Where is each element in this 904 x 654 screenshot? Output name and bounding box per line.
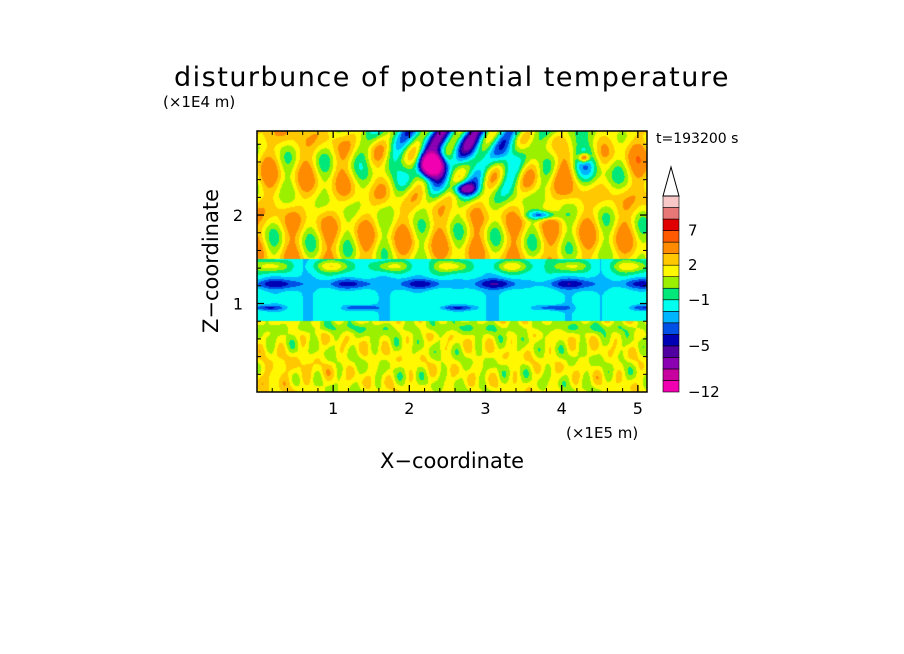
colorbar-swatch	[662, 380, 680, 393]
x-tick-label: 3	[480, 399, 490, 418]
colorbar-swatch	[662, 287, 680, 301]
colorbar-swatch	[662, 368, 680, 381]
x-axis-label: X−coordinate	[380, 449, 524, 473]
colorbar: 7 2 −1 −5 −12	[662, 165, 720, 401]
time-label: t=193200 s	[656, 131, 738, 147]
colorbar-label: −5	[688, 337, 710, 355]
x-axis: 1 2 3 4 5	[271, 131, 643, 418]
contour-field	[257, 131, 647, 392]
y-tick-label: 2	[233, 206, 243, 225]
colorbar-swatch	[662, 207, 680, 220]
plot-frame	[256, 130, 648, 393]
y-axis-unit: (×1E4 m)	[163, 93, 235, 111]
x-axis-unit: (×1E5 m)	[566, 424, 638, 442]
colorbar-label: −12	[688, 383, 720, 401]
x-tick-label: 2	[404, 399, 414, 418]
y-axis-label: Z−coordinate	[199, 189, 223, 333]
colorbar-swatch	[662, 299, 680, 312]
colorbar-swatch	[662, 195, 680, 208]
chart-title: disturbunce of potential temperature	[174, 62, 730, 93]
colorbar-label: −1	[688, 291, 710, 309]
colorbar-swatch	[662, 345, 680, 358]
colorbar-label: 7	[688, 222, 698, 240]
colorbar-extend-arrow	[662, 165, 680, 197]
colorbar-label: 2	[688, 256, 698, 274]
colorbar-swatch	[662, 322, 680, 335]
colorbar-swatch	[662, 264, 680, 278]
x-tick-label: 5	[633, 399, 643, 418]
y-axis: 12	[233, 143, 647, 375]
colorbar-swatch	[662, 253, 680, 266]
colorbar-swatch	[662, 276, 680, 289]
x-tick-label: 4	[557, 399, 567, 418]
colorbar-swatch	[662, 218, 680, 231]
colorbar-swatch	[662, 241, 680, 254]
colorbar-swatch	[662, 230, 680, 243]
colorbar-swatch	[662, 334, 680, 347]
colorbar-swatch	[662, 357, 680, 370]
y-tick-label: 1	[233, 295, 243, 314]
colorbar-swatch	[662, 310, 680, 324]
plot-area	[256, 130, 648, 393]
x-tick-label: 1	[328, 399, 338, 418]
